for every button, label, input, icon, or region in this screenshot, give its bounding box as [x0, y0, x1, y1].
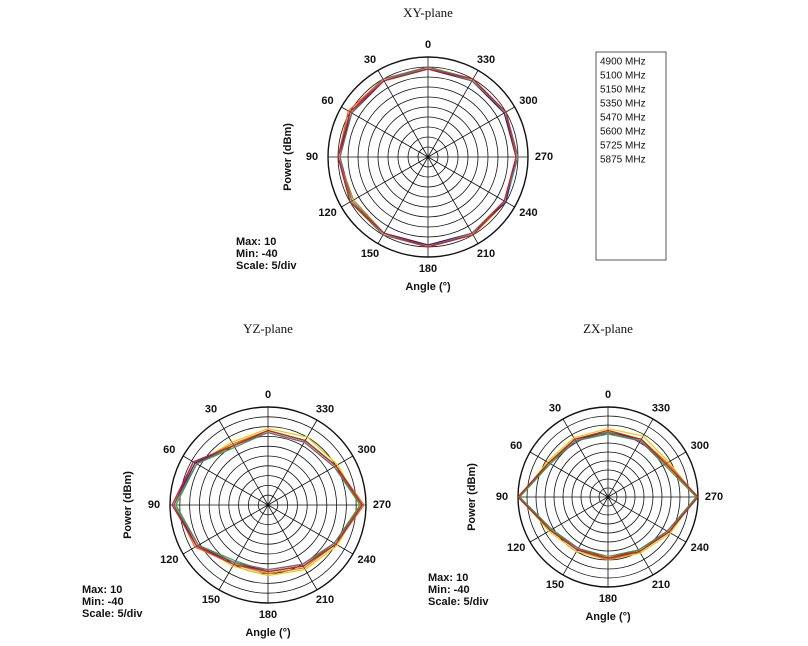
angle-tick-label: 90 — [496, 491, 508, 503]
angle-tick-label: 150 — [202, 594, 220, 606]
grid-spoke — [607, 496, 687, 543]
grid-spoke — [427, 70, 479, 158]
y-axis-label: Power (dBm) — [122, 471, 134, 539]
angle-tick-label: 330 — [316, 404, 334, 416]
y-axis-label: Power (dBm) — [282, 123, 294, 191]
series-line — [518, 433, 698, 558]
angle-tick-label: 270 — [705, 491, 723, 503]
angle-tick-label: 60 — [510, 440, 522, 452]
grid-spoke — [341, 106, 429, 158]
legend-entry: 5875 MHz — [600, 155, 646, 166]
legend-entry: 5600 MHz — [600, 127, 646, 138]
chart-title: XY-plane — [403, 5, 453, 20]
angle-tick-label: 90 — [306, 151, 318, 163]
series-line — [173, 429, 365, 575]
angle-tick-label: 30 — [549, 403, 561, 415]
grid-spoke — [218, 419, 269, 506]
annotation: Scale: 5/div — [428, 596, 489, 608]
x-axis-label: Angle (°) — [245, 627, 291, 639]
angle-tick-label: 60 — [163, 444, 175, 456]
grid-spoke — [218, 504, 269, 591]
angle-tick-label: 120 — [318, 207, 336, 219]
chart-title: ZX-plane — [583, 321, 633, 336]
legend-entry: 5350 MHz — [600, 99, 646, 110]
annotation: Scale: 5/div — [82, 608, 143, 620]
angle-tick-label: 120 — [507, 542, 525, 554]
angle-tick-label: 240 — [358, 554, 376, 566]
grid-spoke — [529, 451, 609, 498]
angle-tick-label: 330 — [652, 403, 670, 415]
legend-entry: 5725 MHz — [600, 141, 646, 152]
angle-tick-label: 0 — [265, 389, 271, 401]
annotation: Max: 10 — [236, 236, 276, 248]
grid-spoke — [529, 496, 609, 543]
x-axis-label: Angle (°) — [585, 611, 631, 623]
angle-tick-label: 210 — [652, 579, 670, 591]
grid-spoke — [377, 156, 429, 244]
series-line — [171, 429, 363, 573]
annotation: Scale: 5/div — [236, 260, 297, 272]
grid-spoke — [267, 419, 318, 506]
grid-spoke — [182, 455, 269, 506]
legend-entry: 5100 MHz — [600, 71, 646, 82]
angle-tick-label: 150 — [361, 248, 379, 260]
angle-tick-label: 30 — [205, 404, 217, 416]
annotation: Max: 10 — [82, 584, 122, 596]
angle-tick-label: 330 — [477, 54, 495, 66]
series-line — [337, 68, 517, 248]
angle-tick-label: 90 — [148, 499, 160, 511]
series-line — [173, 431, 363, 571]
angle-tick-label: 30 — [364, 54, 376, 66]
angle-tick-label: 180 — [259, 609, 277, 621]
series-line — [517, 429, 699, 559]
annotation: Min: -40 — [428, 584, 470, 596]
grid-spoke — [607, 418, 654, 498]
annotation: Min: -40 — [82, 596, 124, 608]
angle-tick-label: 210 — [316, 594, 334, 606]
grid-spoke — [427, 156, 515, 208]
grid-spoke — [341, 156, 429, 208]
angle-tick-label: 270 — [535, 151, 553, 163]
grid-spoke — [607, 496, 654, 576]
grid-spoke — [562, 496, 609, 576]
legend-box — [595, 51, 667, 261]
angle-tick-label: 210 — [477, 248, 495, 260]
angle-tick-label: 300 — [358, 444, 376, 456]
angle-tick-label: 180 — [419, 263, 437, 275]
grid-spoke — [607, 451, 687, 498]
legend-entry: 5470 MHz — [600, 113, 646, 124]
angle-tick-label: 0 — [425, 39, 431, 51]
angle-tick-label: 240 — [691, 542, 709, 554]
grid-spoke — [267, 455, 354, 506]
angle-tick-label: 300 — [519, 95, 537, 107]
angle-tick-label: 270 — [373, 499, 391, 511]
annotation: Max: 10 — [428, 572, 468, 584]
legend-entry: 4900 MHz — [600, 57, 646, 68]
grid-spoke — [427, 106, 515, 158]
angle-tick-label: 60 — [321, 95, 333, 107]
legend-entry: 5150 MHz — [600, 85, 646, 96]
grid-spoke — [182, 504, 269, 555]
angle-tick-label: 120 — [160, 554, 178, 566]
annotation: Min: -40 — [236, 248, 278, 260]
angle-tick-label: 0 — [605, 389, 611, 401]
chart-title: YZ-plane — [243, 321, 293, 336]
x-axis-label: Angle (°) — [405, 281, 451, 293]
y-axis-label: Power (dBm) — [466, 463, 478, 531]
angle-tick-label: 300 — [691, 440, 709, 452]
grid-spoke — [427, 156, 479, 244]
grid-spoke — [267, 504, 318, 591]
angle-tick-label: 240 — [519, 207, 537, 219]
grid-spoke — [267, 504, 354, 555]
angle-tick-label: 180 — [599, 593, 617, 605]
angle-tick-label: 150 — [546, 579, 564, 591]
grid-spoke — [377, 70, 429, 158]
grid-spoke — [562, 418, 609, 498]
